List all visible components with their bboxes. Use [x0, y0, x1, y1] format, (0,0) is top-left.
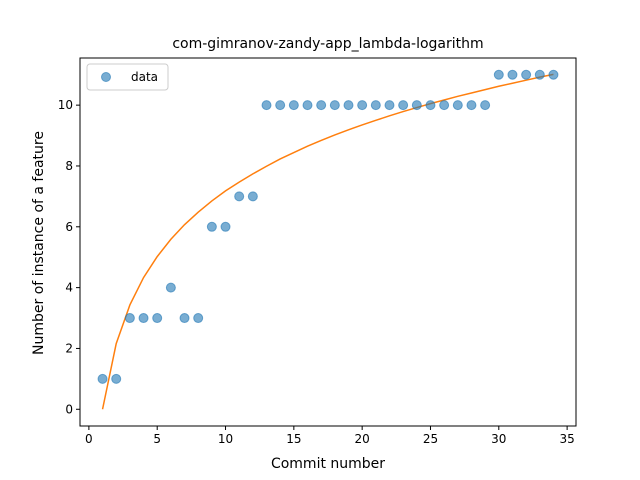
y-axis-label: Number of instance of a feature	[31, 131, 47, 355]
legend: data	[86, 63, 169, 91]
data-point	[370, 100, 381, 111]
y-tick-label: 8	[65, 159, 73, 173]
data-point	[507, 69, 518, 80]
y-tick-label: 2	[65, 341, 73, 355]
data-point	[329, 100, 340, 111]
data-point	[384, 100, 395, 111]
data-point	[466, 100, 477, 111]
data-point	[193, 313, 204, 324]
legend-label-data: data	[131, 70, 158, 84]
x-tick-label: 10	[218, 432, 233, 446]
data-point	[179, 313, 190, 324]
x-tick-label: 20	[355, 432, 370, 446]
data-point	[316, 100, 327, 111]
data-point	[302, 100, 313, 111]
data-point	[111, 373, 122, 384]
data-point	[261, 100, 272, 111]
data-point	[97, 373, 108, 384]
data-point	[138, 313, 149, 324]
data-point	[480, 100, 491, 111]
data-point	[398, 100, 409, 111]
data-point	[357, 100, 368, 111]
y-tick-label: 6	[65, 220, 73, 234]
data-point	[411, 100, 422, 111]
data-point	[548, 69, 559, 80]
x-tick-label: 5	[153, 432, 161, 446]
data-point	[439, 100, 450, 111]
data-point	[343, 100, 354, 111]
x-tick-label: 0	[85, 432, 93, 446]
data-point	[288, 100, 299, 111]
x-tick-label: 15	[286, 432, 301, 446]
data-point	[206, 221, 217, 232]
x-axis-ticks: 0 5 10 15 20 25 30 35	[85, 426, 575, 446]
x-tick-label: 25	[423, 432, 438, 446]
data-point	[247, 191, 258, 202]
data-marks	[97, 69, 559, 410]
y-axis-ticks: 0 2 4 6 8 10	[58, 98, 80, 416]
chart-title: com-gimranov-zandy-app_lambda-logarithm	[172, 36, 483, 52]
data-point	[124, 313, 135, 324]
data-point	[425, 100, 436, 111]
y-tick-label: 10	[58, 98, 73, 112]
legend-box	[86, 63, 169, 91]
axes-frame	[79, 57, 577, 427]
data-point	[152, 313, 163, 324]
legend-marker-data	[101, 72, 111, 82]
y-tick-label: 0	[65, 402, 73, 416]
data-point	[534, 69, 545, 80]
fit-line	[101, 73, 554, 410]
y-tick-label: 4	[65, 281, 73, 295]
x-tick-label: 30	[491, 432, 506, 446]
x-axis-label: Commit number	[271, 456, 385, 472]
data-point	[220, 221, 231, 232]
data-point	[275, 100, 286, 111]
data-point	[234, 191, 245, 202]
data-point	[521, 69, 532, 80]
data-point	[452, 100, 463, 111]
x-tick-label: 35	[559, 432, 574, 446]
data-point	[165, 282, 176, 293]
data-point	[493, 69, 504, 80]
